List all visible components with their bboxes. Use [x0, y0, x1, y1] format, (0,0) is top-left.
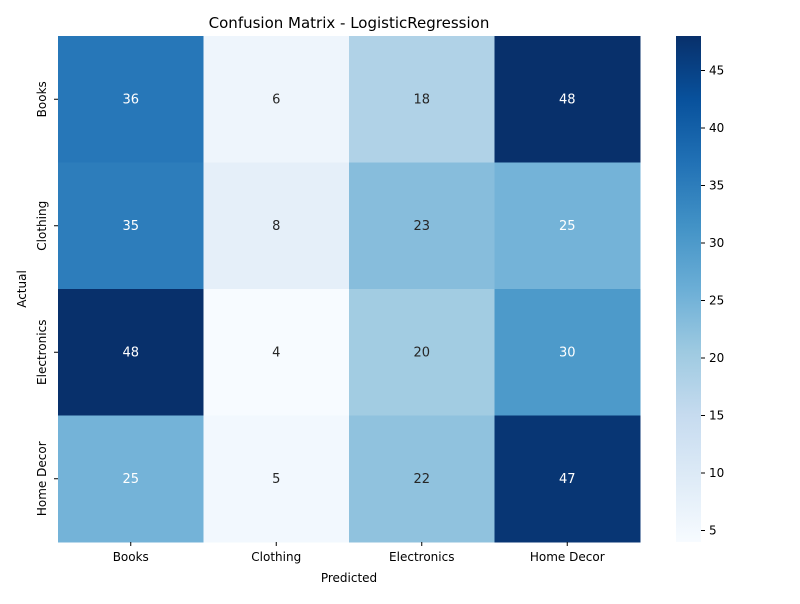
heatmap-cell — [58, 36, 204, 163]
heatmap-cell — [494, 36, 641, 163]
cell-value-label: 20 — [413, 345, 430, 360]
cell-value-label: 35 — [122, 219, 139, 234]
y-tick-label: Clothing — [35, 201, 49, 251]
cell-value-label: 48 — [122, 345, 139, 360]
heatmap-cell — [203, 162, 350, 290]
cell-value-label: 4 — [272, 345, 280, 360]
colorbar-tick-label: 30 — [709, 236, 724, 250]
heatmap-cell — [203, 36, 350, 163]
y-axis-label: Actual — [15, 270, 29, 308]
x-tick-label: Electronics — [389, 550, 454, 564]
x-axis-label: Predicted — [321, 571, 377, 585]
colorbar-tick-label: 25 — [709, 294, 724, 308]
heatmap-cell — [349, 415, 495, 543]
x-tick-label: Books — [113, 550, 149, 564]
x-axis-ticks: Books Clothing Electronics Home Decor — [113, 542, 605, 564]
colorbar-tick-label: 5 — [709, 524, 717, 538]
x-tick-label: Clothing — [251, 550, 301, 564]
cell-value-label: 22 — [413, 472, 430, 487]
cell-value-label: 30 — [559, 345, 576, 360]
y-tick-label: Electronics — [35, 320, 49, 385]
colorbar-tick-label: 10 — [709, 466, 724, 480]
heatmap-cell — [203, 289, 350, 416]
y-tick-label: Home Decor — [35, 441, 49, 516]
cell-value-label: 5 — [272, 472, 280, 487]
y-tick-label: Books — [35, 81, 49, 117]
colorbar-tick-label: 45 — [709, 64, 724, 78]
heatmap-cell — [349, 36, 495, 163]
cell-value-label: 18 — [413, 92, 430, 107]
colorbar-gradient — [676, 36, 701, 542]
colorbar-tick-label: 20 — [709, 351, 724, 365]
cell-value-label: 47 — [559, 472, 576, 487]
heatmap-cell — [203, 415, 350, 543]
heatmap-cells: 36 6 18 48 35 8 23 25 48 4 20 30 25 5 22 47 — [58, 36, 641, 543]
heatmap-cell — [58, 415, 204, 543]
heatmap-cell — [349, 289, 495, 416]
heatmap-cell — [494, 289, 641, 416]
heatmap-cell — [58, 162, 204, 290]
cell-value-label: 6 — [272, 92, 280, 107]
heatmap-cell — [58, 289, 204, 416]
cell-value-label: 48 — [559, 92, 576, 107]
colorbar-tick-label: 15 — [709, 409, 724, 423]
cell-value-label: 25 — [122, 472, 139, 487]
y-axis-ticks: Books Clothing Electronics Home Decor — [35, 81, 58, 516]
heatmap-cell — [349, 162, 495, 290]
cell-value-label: 36 — [122, 92, 139, 107]
x-tick-label: Home Decor — [530, 550, 605, 564]
heatmap-cell — [494, 162, 641, 290]
colorbar: 5 10 15 20 25 30 35 40 45 — [676, 36, 724, 542]
heatmap-cell — [494, 415, 641, 543]
colorbar-tick-label: 40 — [709, 121, 724, 135]
cell-value-label: 25 — [559, 219, 576, 234]
chart-title: Confusion Matrix - LogisticRegression — [209, 14, 490, 32]
colorbar-tick-label: 35 — [709, 179, 724, 193]
cell-value-label: 23 — [413, 219, 430, 234]
cell-value-label: 8 — [272, 219, 280, 234]
